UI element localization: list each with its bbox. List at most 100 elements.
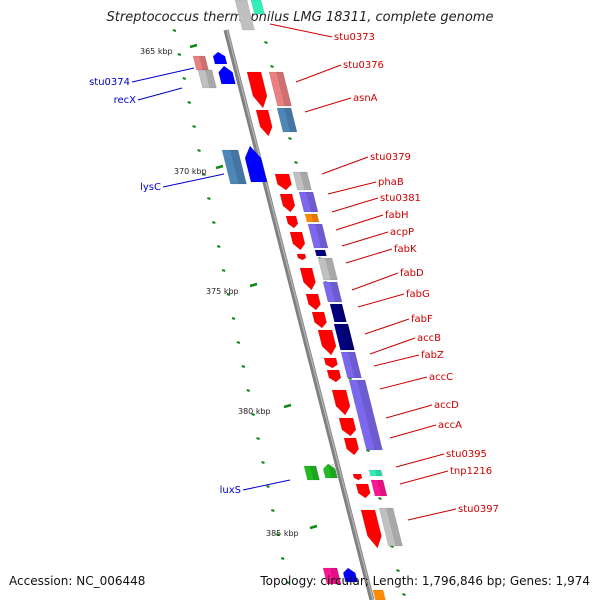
gene-label-right: accA <box>438 420 462 431</box>
guide-tick-right <box>288 137 292 140</box>
track-gene-14 <box>370 479 388 497</box>
guide-tick-left <box>236 341 241 344</box>
reverse-gene-3 <box>218 65 236 85</box>
label-leader-right <box>304 97 352 113</box>
label-leader-right <box>385 404 433 419</box>
gene-label-right: stu0376 <box>343 60 384 71</box>
forward-gene-4 <box>285 215 299 229</box>
gene-label-right: fabF <box>411 314 433 325</box>
guide-tick-right <box>270 65 274 68</box>
scale-tick <box>249 282 258 288</box>
forward-gene-10 <box>317 329 337 356</box>
label-leader-right <box>351 272 399 291</box>
gene-shading <box>230 150 247 184</box>
gene-label-right: tnp1216 <box>450 466 492 477</box>
gene-label-right: stu0381 <box>380 193 421 204</box>
reverse-gene-5 <box>244 145 268 183</box>
track-gene-12 <box>348 379 383 451</box>
gene-label-right: fabD <box>400 268 424 279</box>
forward-gene-13 <box>331 389 351 416</box>
forward-gene-12 <box>326 369 342 383</box>
reverse-gene-6 <box>303 465 320 481</box>
genome-summary: Topology: circular; Length: 1,796,846 bp… <box>260 574 590 588</box>
label-leader-left <box>131 67 195 83</box>
guide-tick-right <box>402 593 406 596</box>
label-leader-right <box>379 376 428 390</box>
gene-label-right: accD <box>434 400 459 411</box>
partial-gene-bottom <box>372 589 386 600</box>
gene-shading <box>336 304 347 322</box>
label-leader-right <box>321 156 369 175</box>
label-leader-right <box>345 248 393 264</box>
scale-label: 385 kbp <box>266 529 299 538</box>
forward-gene-18 <box>360 509 382 549</box>
forward-gene-17 <box>355 483 371 499</box>
guide-tick-right <box>348 377 352 380</box>
scale-label: 380 kbp <box>238 407 271 416</box>
gene-shading <box>306 192 318 212</box>
forward-gene-0 <box>246 71 268 109</box>
guide-tick-left <box>226 293 231 296</box>
forward-gene-3 <box>279 193 296 213</box>
gene-shading <box>375 470 383 476</box>
scale-label: 365 kbp <box>140 47 173 56</box>
guide-tick-left <box>275 533 280 536</box>
forward-gene-14 <box>338 417 357 437</box>
partial-gene-top-2 <box>234 0 255 31</box>
label-leader-right <box>389 424 437 439</box>
label-leader-left <box>137 87 183 101</box>
forward-gene-16 <box>352 473 363 481</box>
gene-label-right: asnA <box>353 93 378 104</box>
track-gene-6 <box>314 249 327 257</box>
gene-label-right: fabZ <box>421 350 444 361</box>
gene-shading <box>357 380 383 450</box>
label-leader-right <box>357 293 405 308</box>
guide-tick-left <box>271 509 275 512</box>
gene-label-right: fabG <box>406 289 430 300</box>
reverse-gene-4 <box>221 149 247 185</box>
guide-tick-right <box>366 449 370 452</box>
forward-gene-9 <box>311 311 327 329</box>
label-leader-right <box>335 214 384 231</box>
track-gene-7 <box>317 257 338 281</box>
guide-tick-right <box>294 161 298 164</box>
guide-tick-left <box>197 149 201 152</box>
scale-tick <box>309 524 318 530</box>
gene-label-left: lysC <box>140 182 161 193</box>
scale-tick <box>189 43 198 49</box>
gene-label-right: stu0379 <box>370 152 411 163</box>
gene-shading <box>311 214 319 222</box>
reverse-gene-9 <box>342 567 358 583</box>
gene-shading <box>284 108 297 132</box>
scale-tick <box>283 403 292 409</box>
gene-label-right: fabH <box>385 210 409 221</box>
track-gene-13 <box>368 469 383 477</box>
guide-tick-left <box>177 53 182 56</box>
track-gene-11 <box>340 351 362 379</box>
forward-gene-7 <box>299 267 316 291</box>
gene-shading <box>276 72 292 106</box>
label-leader-right <box>269 23 333 38</box>
guide-tick-left <box>251 413 255 416</box>
gene-label-left: luxS <box>220 485 241 496</box>
genome-backbone-highlight <box>226 29 374 600</box>
reverse-gene-2 <box>197 69 217 89</box>
label-leader-right <box>331 197 379 213</box>
track-gene-15 <box>378 507 403 547</box>
guide-tick-left <box>261 461 265 464</box>
gene-shading <box>328 464 338 478</box>
guide-tick-right <box>378 497 382 500</box>
label-leader-left <box>162 173 225 188</box>
label-leader-right <box>369 337 416 355</box>
track-gene-0 <box>268 71 292 107</box>
forward-gene-11 <box>323 357 338 369</box>
guide-tick-left <box>285 581 290 584</box>
gene-shading <box>330 568 341 584</box>
guide-tick-left <box>216 245 221 248</box>
gene-shading <box>300 172 312 190</box>
gene-shading <box>330 282 342 302</box>
scale-tick <box>215 164 224 170</box>
guide-tick-left <box>182 77 187 80</box>
